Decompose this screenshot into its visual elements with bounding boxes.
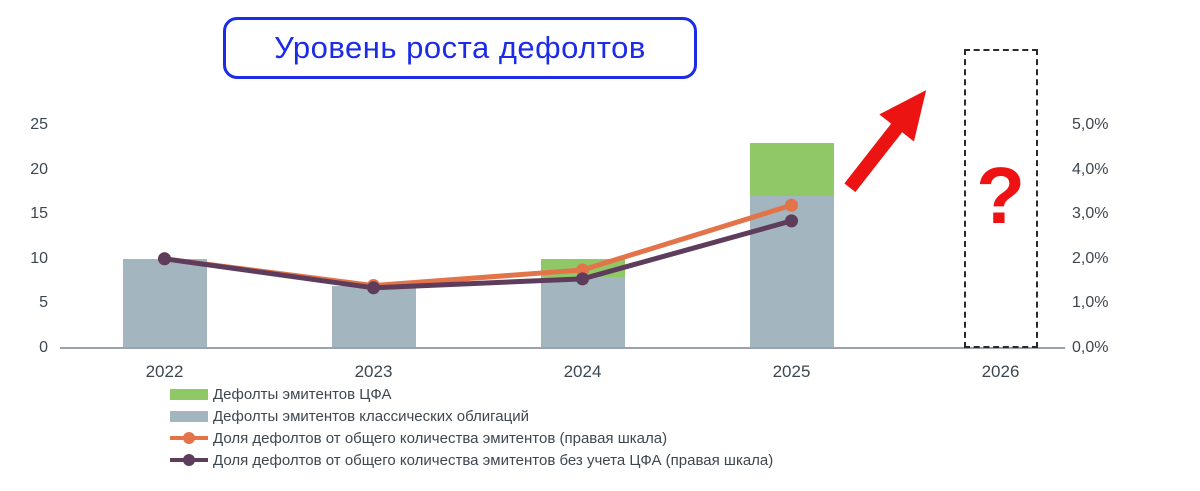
chart-title: Уровень роста дефолтов xyxy=(274,30,646,65)
legend-item-2: Доля дефолтов от общего количества эмите… xyxy=(170,427,773,449)
legend-bar-swatch-icon xyxy=(170,409,208,423)
legend-item-1: Дефолты эмитентов классических облигаций xyxy=(170,405,773,427)
red-up-arrow-icon xyxy=(844,90,927,193)
bar-cfa-defaults-2024 xyxy=(540,258,625,277)
legend-label: Дефолты эмитентов классических облигаций xyxy=(213,407,529,425)
y-axis-left-tick: 0 xyxy=(39,339,48,356)
y-axis-right-tick: 1,0% xyxy=(1072,294,1109,312)
y-axis-right-tick: 5,0% xyxy=(1072,116,1109,133)
legend-item-0: Дефолты эмитентов ЦФА xyxy=(170,383,773,405)
y-axis-left-tick: 10 xyxy=(30,249,48,267)
chart-title-box: Уровень роста дефолтов xyxy=(223,17,697,79)
legend-line-swatch-icon xyxy=(170,431,208,445)
legend-line-swatch-icon xyxy=(170,453,208,467)
y-axis-left-tick: 25 xyxy=(30,116,48,133)
x-axis-label-2024: 2024 xyxy=(563,362,602,381)
line-series-1 xyxy=(164,218,793,291)
legend-bar-swatch-icon xyxy=(170,387,208,401)
bar-cfa-defaults-2025 xyxy=(749,142,834,197)
legend-label: Доля дефолтов от общего количества эмите… xyxy=(213,451,774,469)
x-axis-label-2022: 2022 xyxy=(145,362,184,381)
forecast-box-2026: ? xyxy=(963,49,1038,348)
forecast-question-mark: ? xyxy=(976,150,1025,240)
x-axis-label-2023: 2023 xyxy=(354,362,393,381)
y-axis-right-tick: 4,0% xyxy=(1072,160,1109,178)
legend-item-3: Доля дефолтов от общего количества эмите… xyxy=(170,449,773,471)
y-axis-left-tick: 20 xyxy=(30,160,48,178)
bar-classic-defaults-2024 xyxy=(540,276,625,348)
legend-label: Доля дефолтов от общего количества эмите… xyxy=(213,429,668,447)
legend: Дефолты эмитентов ЦФА Дефолты эмитентов к… xyxy=(170,383,773,471)
bar-classic-defaults-2023 xyxy=(331,285,416,348)
x-axis-label-2026: 2026 xyxy=(981,362,1020,381)
y-axis-left-tick: 5 xyxy=(39,294,48,312)
y-axis-right-tick: 2,0% xyxy=(1072,249,1109,267)
legend-label: Дефолты эмитентов ЦФА xyxy=(213,385,392,403)
bar-classic-defaults-2025 xyxy=(749,196,834,348)
y-axis-right-tick: 0,0% xyxy=(1072,339,1109,356)
y-axis-left-tick: 15 xyxy=(30,205,48,223)
growth-arrow xyxy=(832,77,943,202)
line-series-0 xyxy=(164,202,793,289)
bar-classic-defaults-2022 xyxy=(122,258,207,348)
x-axis-line xyxy=(60,347,1065,349)
y-axis-right-tick: 3,0% xyxy=(1072,205,1109,223)
x-axis-label-2025: 2025 xyxy=(772,362,811,381)
